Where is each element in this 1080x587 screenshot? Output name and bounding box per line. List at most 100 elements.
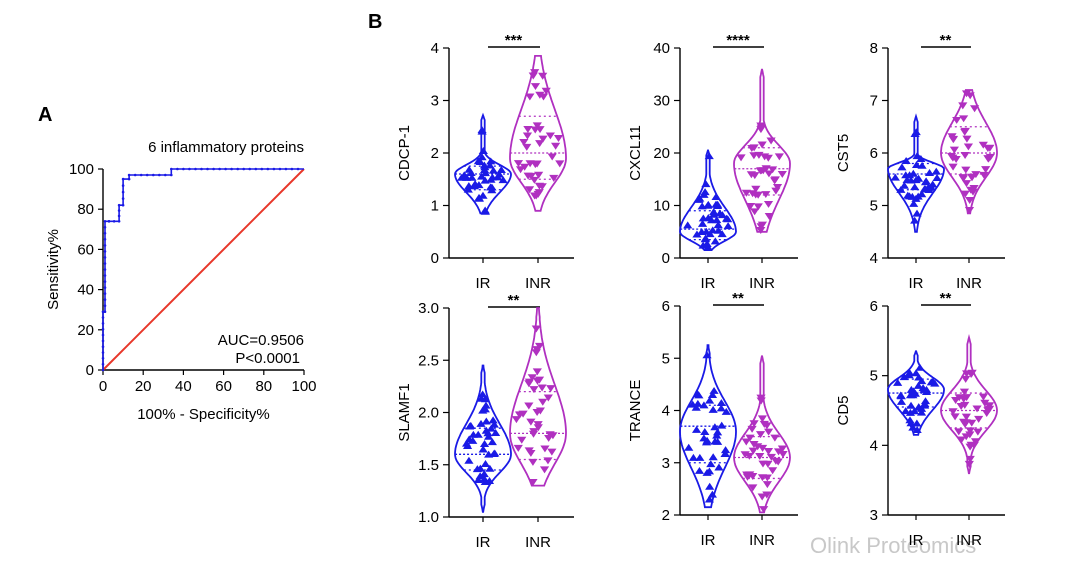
data-point-ir (723, 222, 733, 230)
data-point-inr (543, 457, 553, 465)
data-point-ir (459, 171, 469, 179)
data-point-inr (757, 444, 768, 452)
roc-point (176, 167, 179, 171)
data-point-ir (890, 173, 900, 181)
data-point-ir (701, 438, 712, 446)
roc-point (103, 220, 107, 223)
data-point-inr (774, 153, 784, 161)
roc-x-tick-label: 0 (99, 378, 107, 395)
roc-point (121, 177, 125, 181)
data-point-inr (511, 416, 522, 424)
violin-y-tick-label: 4 (870, 437, 878, 454)
violin-y-tick-label: 1 (431, 198, 439, 215)
data-point-inr (762, 474, 772, 482)
data-point-inr (757, 221, 767, 229)
data-point-inr (773, 448, 784, 456)
roc-point (194, 167, 197, 171)
data-point-ir (468, 430, 478, 438)
roc-point (103, 280, 107, 283)
violin-y-tick-label: 30 (653, 93, 670, 110)
data-point-ir (701, 227, 711, 235)
data-point-inr (948, 163, 958, 171)
data-point-inr (530, 83, 541, 91)
violin-x-tick-label: IR (476, 534, 491, 551)
data-point-inr (527, 374, 537, 382)
violin-chart-cd5: 3 4 5 6 IR INR CD5 ** (835, 290, 1005, 549)
data-point-inr (770, 177, 780, 185)
data-point-inr (756, 167, 767, 175)
data-point-ir (476, 419, 486, 427)
data-point-inr (534, 171, 544, 179)
data-point-inr (520, 163, 530, 171)
data-point-inr (972, 405, 982, 413)
data-point-ir (916, 408, 927, 416)
data-point-inr (757, 493, 767, 501)
significance-label: ** (940, 32, 952, 49)
roc-point (101, 345, 105, 349)
panel-b-label: B (368, 11, 382, 33)
data-point-ir (481, 417, 491, 425)
data-point-inr (777, 170, 787, 178)
data-point-inr (965, 197, 975, 204)
data-point-inr (965, 431, 975, 439)
data-point-ir (703, 243, 713, 251)
roc-point (101, 357, 105, 360)
data-point-inr (555, 160, 565, 168)
data-point-ir (692, 230, 702, 238)
data-point-ir (487, 438, 497, 446)
data-point-inr (525, 93, 535, 101)
data-point-ir (914, 373, 924, 381)
data-point-inr (948, 136, 959, 144)
violin-chart-cst5: 4 5 6 7 8 IR INR CST5 ** (835, 32, 1005, 292)
data-point-inr (970, 438, 981, 446)
violin-y-tick-label: 4 (431, 40, 439, 57)
data-point-inr (961, 413, 971, 421)
data-point-inr (964, 206, 975, 214)
data-point-ir (920, 401, 930, 409)
data-point-inr (513, 160, 524, 168)
data-point-inr (756, 397, 766, 405)
roc-point (272, 167, 276, 171)
data-point-ir (911, 194, 921, 202)
roc-point (182, 167, 185, 171)
roc-point (188, 167, 191, 171)
data-point-inr (959, 388, 970, 396)
data-point-inr (973, 428, 983, 436)
data-point-ir (477, 126, 487, 134)
violin-y-tick-label: 20 (653, 145, 670, 162)
data-point-inr (978, 393, 989, 401)
data-point-inr (967, 369, 977, 377)
roc-x-tick-label: 80 (255, 378, 272, 395)
data-point-ir (712, 216, 722, 224)
data-point-ir (709, 386, 719, 394)
data-point-inr (524, 380, 534, 388)
data-point-inr (547, 153, 557, 161)
roc-point (117, 209, 121, 212)
data-point-ir (486, 157, 496, 165)
violin-y-tick-label: 8 (870, 40, 878, 57)
data-point-inr (736, 154, 746, 162)
data-point-ir (717, 421, 727, 429)
roc-point (212, 167, 215, 171)
data-point-inr (960, 128, 970, 136)
violin-x-tick-label: INR (749, 275, 775, 292)
data-point-ir (908, 423, 918, 431)
violin-y-tick-label: 7 (870, 93, 878, 110)
data-point-ir (702, 351, 712, 359)
data-point-inr (549, 174, 559, 182)
violin-y-tick-label: 6 (870, 145, 878, 162)
violin-y-tick-label: 4 (870, 250, 878, 267)
roc-p-value-label: P<0.0001 (235, 350, 300, 367)
data-point-inr (762, 422, 772, 430)
data-point-inr (544, 434, 554, 442)
roc-point (224, 167, 227, 171)
data-point-inr (741, 438, 751, 446)
data-point-inr (762, 481, 772, 489)
data-point-ir (721, 407, 731, 415)
data-point-ir (902, 176, 912, 184)
data-point-inr (961, 375, 971, 383)
data-point-ir (920, 397, 931, 405)
violin-outline-ir (887, 113, 945, 233)
roc-y-tick-label: 80 (77, 201, 94, 218)
